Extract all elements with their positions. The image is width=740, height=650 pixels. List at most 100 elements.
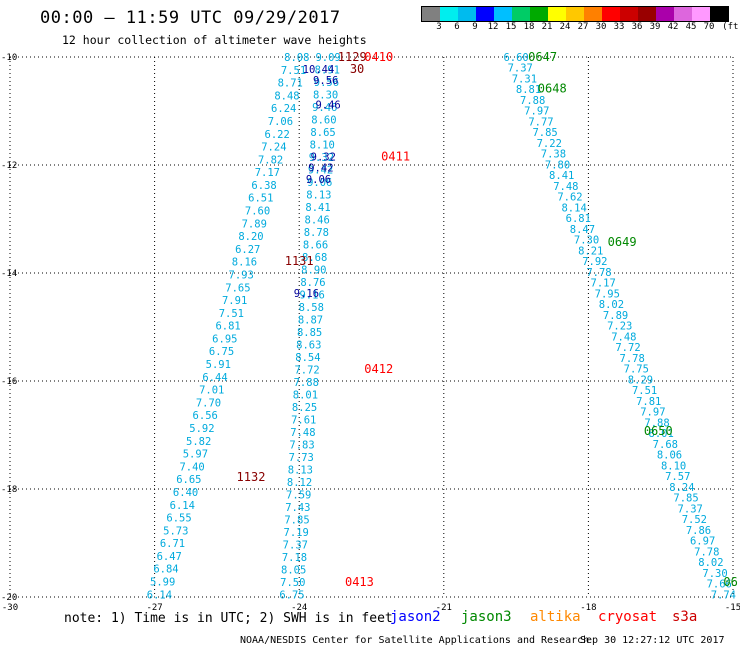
wave-height-point: 7.68 <box>653 439 678 451</box>
wave-height-point: 7.17 <box>255 167 280 179</box>
wave-height-point: 6.47 <box>157 551 182 563</box>
wave-height-point: 8.29 <box>628 374 653 386</box>
wave-height-point: 7.93 <box>229 269 254 281</box>
wave-height-point: 7.37 <box>678 503 703 515</box>
wave-height-point: 8.16 <box>232 257 257 269</box>
wave-height-point: 8.71 <box>278 78 303 90</box>
legend-label: 33 <box>613 22 625 32</box>
wave-height-point: 5.91 <box>206 359 231 371</box>
wave-height-point: 7.57 <box>665 471 690 483</box>
legend-swatch <box>422 7 440 21</box>
y-tick-label: -14 <box>1 269 17 279</box>
pass-time-label: 0647 <box>528 50 557 64</box>
legend-s3a: s3a <box>672 609 698 625</box>
wave-height-point: 7.66 <box>707 579 732 591</box>
wave-height-point: 6.95 <box>212 333 237 345</box>
wave-height-point-jason2: 9.42 <box>308 163 333 175</box>
wave-height-point: 6.65 <box>176 474 201 486</box>
wave-height-point: 7.51 <box>219 308 244 320</box>
wave-height-point: 6.75 <box>279 589 304 601</box>
legend-swatch <box>458 7 476 21</box>
wave-height-point: 7.30 <box>702 568 727 580</box>
wave-height-point: 8.85 <box>297 327 322 339</box>
wave-height-point: 6.84 <box>153 564 178 576</box>
wave-height-point: 7.18 <box>282 552 307 564</box>
wave-height-point: 8.48 <box>274 90 299 102</box>
y-tick-label: -16 <box>1 377 17 387</box>
wave-height-point: 7.43 <box>285 502 310 514</box>
wave-height-point: 7.73 <box>289 452 314 464</box>
wave-height-point: 8.76 <box>300 277 325 289</box>
wave-height-point: 7.06 <box>268 116 293 128</box>
pass-time-label: 1129 <box>338 50 367 64</box>
wave-height-point: 5.99 <box>150 577 175 589</box>
legend-label: 27 <box>577 22 589 32</box>
wave-height-point: 9.09 <box>315 52 340 64</box>
wave-height-point: 6.22 <box>265 129 290 141</box>
wave-height-point: 7.78 <box>586 267 611 279</box>
wave-height-point: 9.16 <box>299 289 324 301</box>
wave-height-point: 7.48 <box>553 181 578 193</box>
legend-label: 9 <box>472 22 478 32</box>
legend-altika: altika <box>530 609 581 625</box>
legend-swatch <box>494 7 512 21</box>
pass-time-label: 30 <box>350 62 364 76</box>
wave-height-point: 7.50 <box>280 577 305 589</box>
credit-date: Sep 30 12:27:12 UTC 2017 <box>580 635 725 646</box>
x-tick-label: -24 <box>291 603 307 613</box>
wave-height-point: 8.60 <box>311 114 336 126</box>
wave-height-point: 7.01 <box>199 385 224 397</box>
wave-height-point: 7.91 <box>222 295 247 307</box>
legend-label: 42 <box>667 22 679 32</box>
wave-height-point-jason2: 9.06 <box>306 174 331 186</box>
wave-height-point: 7.72 <box>615 342 640 354</box>
wave-height-point: 7.77 <box>528 116 553 128</box>
wave-height-point: 8.21 <box>578 245 603 257</box>
legend-swatch <box>620 7 638 21</box>
pass-time-label: 0412 <box>364 362 393 376</box>
wave-height-point: 8.46 <box>305 214 330 226</box>
wave-height-point: 7.60 <box>245 206 270 218</box>
legend-swatch <box>566 7 584 21</box>
legend-label: 24 <box>559 22 571 32</box>
x-tick-label: -30 <box>2 603 18 613</box>
wave-height-point: 8.12 <box>287 477 312 489</box>
wave-height-point: 7.92 <box>582 256 607 268</box>
wave-height-point: 8.25 <box>292 402 317 414</box>
legend-swatch <box>530 7 548 21</box>
wave-height-point-jason2: 9.32 <box>311 151 336 163</box>
pass-time-label: 0648 <box>538 81 567 95</box>
wave-height-point-jason2: 9.56 <box>313 75 338 87</box>
legend-label: 3 <box>436 22 442 32</box>
wave-height-point: 6.27 <box>235 244 260 256</box>
wave-height-point: 6.60 <box>503 52 528 64</box>
wave-height-point: 7.23 <box>607 321 632 333</box>
wave-height-point: 7.38 <box>541 149 566 161</box>
x-tick-label: -27 <box>146 603 162 613</box>
pass-time-label: 1131 <box>285 254 314 268</box>
wave-height-point: 7.78 <box>620 353 645 365</box>
wave-height-point: 7.48 <box>611 331 636 343</box>
chart-subtitle: 12 hour collection of altimeter wave hei… <box>62 33 367 47</box>
wave-height-point: 7.89 <box>242 218 267 230</box>
legend-label: 6 <box>454 22 460 32</box>
wave-height-point: 6.51 <box>248 193 273 205</box>
wave-height-point: 5.73 <box>163 525 188 537</box>
wave-height-point: 7.85 <box>532 127 557 139</box>
wave-height-point: 8.66 <box>303 239 328 251</box>
wave-height-point: 9.56 <box>314 77 339 89</box>
pass-time-label: 0413 <box>345 575 374 589</box>
wave-height-point: 7.86 <box>686 525 711 537</box>
wave-height-point: 5.92 <box>189 423 214 435</box>
wave-height-point: 7.59 <box>286 489 311 501</box>
wave-height-point: 7.52 <box>682 514 707 526</box>
wave-height-point: 7.85 <box>284 514 309 526</box>
wave-height-point: 7.51 <box>632 385 657 397</box>
legend-swatch <box>674 7 692 21</box>
wave-height-point: 6.38 <box>251 180 276 192</box>
wave-height-point: 7.70 <box>196 397 221 409</box>
legend-swatch <box>638 7 656 21</box>
wave-height-point: 7.48 <box>290 427 315 439</box>
legend-swatch <box>656 7 674 21</box>
